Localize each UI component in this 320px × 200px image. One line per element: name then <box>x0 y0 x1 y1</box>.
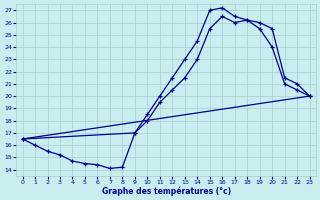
X-axis label: Graphe des températures (°c): Graphe des températures (°c) <box>101 186 231 196</box>
